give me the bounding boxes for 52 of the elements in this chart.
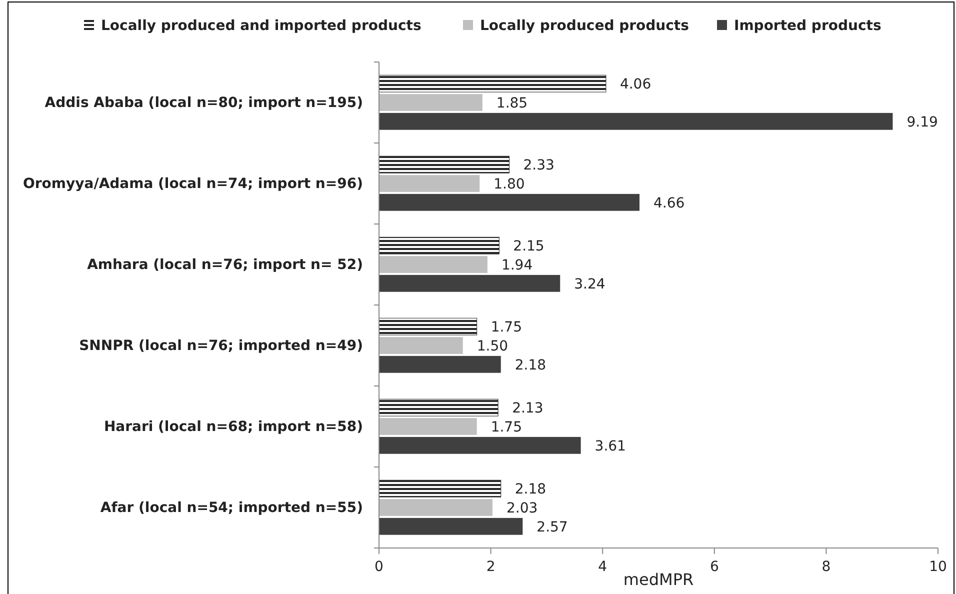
- x-tick-label: 6: [710, 559, 719, 575]
- data-label: 1.85: [496, 96, 528, 112]
- bar: [379, 518, 523, 535]
- data-label: 1.75: [490, 320, 522, 336]
- bar: [379, 194, 640, 211]
- x-tick-label: 8: [822, 559, 831, 575]
- bar: [379, 175, 480, 192]
- bar: [379, 356, 501, 373]
- data-label: 4.66: [653, 195, 685, 212]
- data-label: 4.06: [620, 76, 652, 93]
- data-label: 3.61: [594, 438, 626, 454]
- x-tick-label: 2: [486, 559, 496, 575]
- data-label: 2.57: [536, 519, 568, 536]
- x-tick-label: 10: [929, 559, 947, 575]
- bar: [379, 94, 482, 111]
- bar: [379, 337, 463, 354]
- y-tick-label: Harari (local n=68; import n=58): [104, 418, 363, 435]
- bar: [379, 112, 893, 130]
- data-label: 9.19: [906, 114, 938, 130]
- data-label: 2.33: [523, 158, 554, 174]
- data-label: 2.18: [514, 482, 546, 498]
- y-tick-label: Addis Ababa (local n=80; import n=195): [44, 94, 363, 111]
- bar: [378, 398, 498, 416]
- legend-label: Locally produced and imported products: [101, 18, 422, 34]
- y-tick-label: Amhara (local n=76; import n= 52): [87, 256, 363, 273]
- data-label: 2.15: [513, 238, 544, 255]
- bar: [379, 256, 488, 273]
- y-tick-label: SNNPR (local n=76; imported n=49): [79, 338, 363, 354]
- data-label: 2.03: [506, 500, 538, 516]
- x-axis-title: medMPR: [623, 570, 694, 589]
- data-label: 1.80: [494, 176, 525, 192]
- data-label: 1.94: [501, 258, 533, 274]
- legend-label: Imported products: [734, 18, 882, 34]
- bar: [378, 74, 606, 92]
- bar: [379, 274, 560, 292]
- legend-label: Locally produced products: [480, 18, 689, 34]
- data-label: 3.24: [574, 276, 606, 292]
- y-tick-label: Afar (local n=54; imported n=55): [100, 500, 363, 516]
- bar: [379, 418, 477, 435]
- data-label: 1.75: [490, 420, 522, 436]
- bar: [378, 156, 510, 174]
- bar: [378, 318, 478, 336]
- bar: [378, 480, 502, 498]
- x-tick-label: 0: [374, 559, 384, 575]
- bar: [379, 436, 581, 454]
- data-label: 1.50: [476, 338, 508, 354]
- bar: [378, 236, 500, 254]
- data-label: 2.18: [514, 357, 546, 374]
- data-label: 2.13: [512, 400, 544, 417]
- x-tick-label: 4: [598, 559, 608, 575]
- y-tick-label: Oromyya/Adama (local n=74; import n=96): [23, 176, 363, 192]
- bar: [379, 499, 492, 516]
